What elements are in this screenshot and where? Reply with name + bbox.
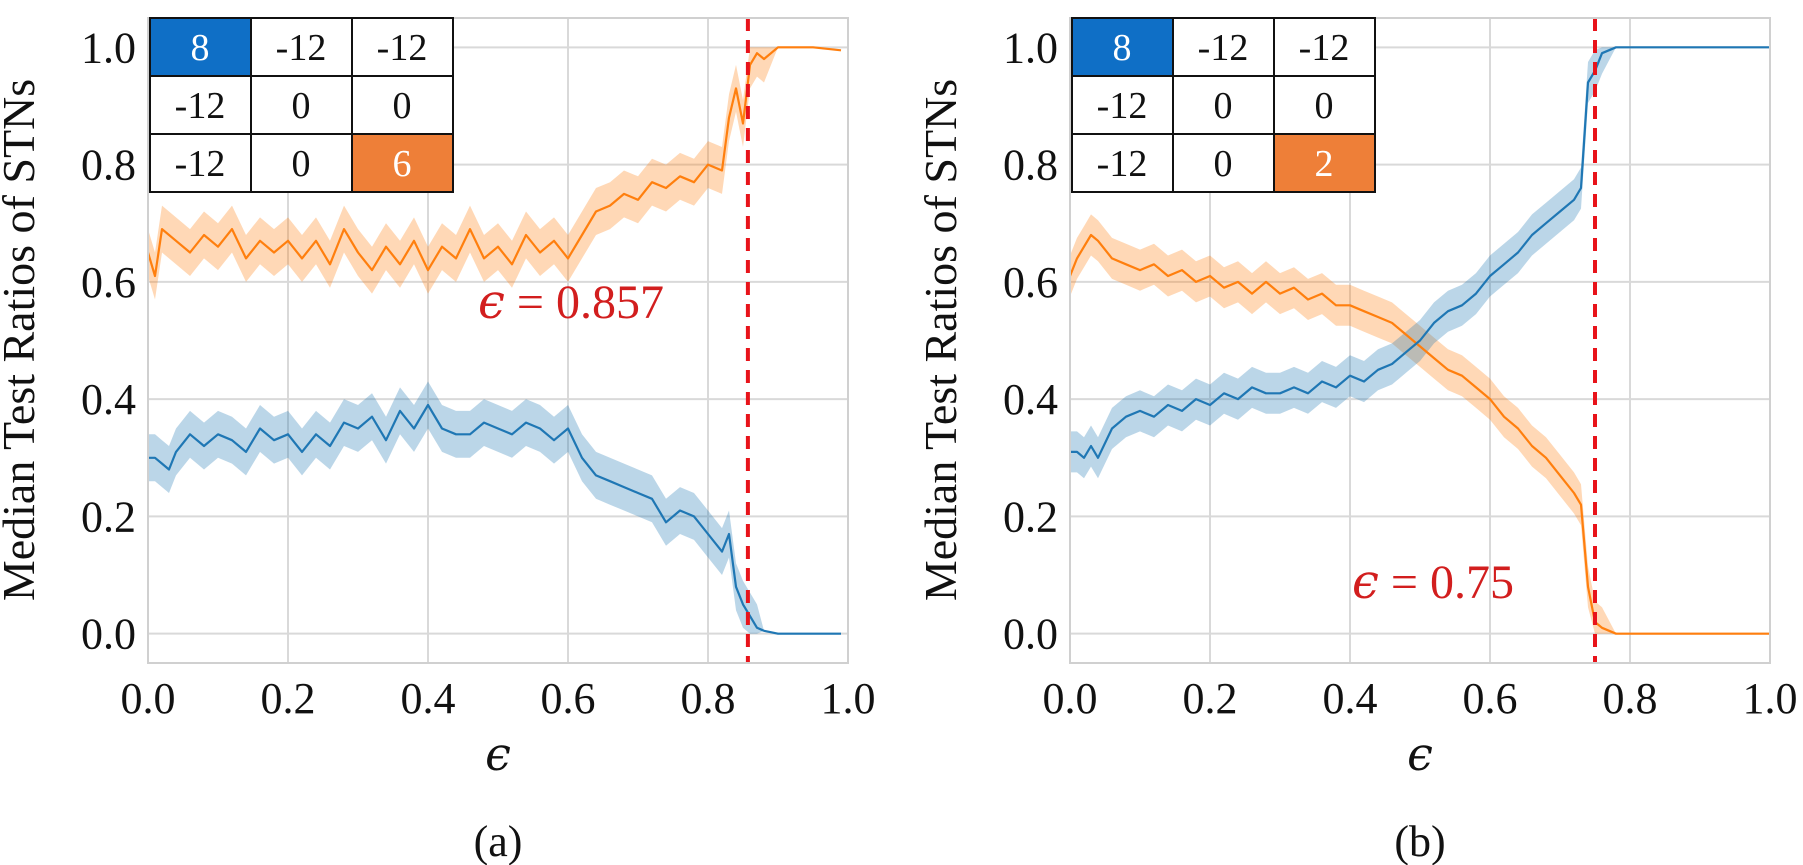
matrix-value-2-1: 0 <box>292 143 311 185</box>
matrix-value-2-0: -12 <box>175 143 226 185</box>
matrix-cell-0-1 <box>250 17 353 77</box>
x-tick-label: 0.0 <box>121 674 176 723</box>
x-tick-label: 0.0 <box>1043 674 1098 723</box>
matrix-value-1-2: 0 <box>1315 85 1334 127</box>
y-tick-label: 0.2 <box>1003 492 1058 541</box>
x-tick-label: 0.8 <box>681 674 736 723</box>
matrix-cell-0-2 <box>1273 17 1376 77</box>
annotation-epsilon: ϵ <box>1352 554 1379 610</box>
matrix-value-1-1: 0 <box>292 85 311 127</box>
line-orange <box>1068 233 1770 635</box>
y-tick-label: 0.0 <box>81 610 136 659</box>
x-tick-label: 0.2 <box>261 674 316 723</box>
x-tick-label: 0.2 <box>1183 674 1238 723</box>
panel-caption: (a) <box>474 817 523 865</box>
y-tick-label: 0.6 <box>1003 258 1058 307</box>
matrix-cell-1-0 <box>1071 75 1174 135</box>
band-orange <box>1070 214 1770 634</box>
matrix-value-2-0: -12 <box>1097 143 1148 185</box>
matrix-value-0-2: -12 <box>1299 27 1350 69</box>
x-axis-title: ϵ <box>1407 727 1433 781</box>
payoff-matrix: 8 -12 -12 -12 0 0 -12 0 6 <box>149 17 454 193</box>
matrix-cell-0-2 <box>351 17 454 77</box>
series-lines <box>146 46 842 635</box>
plot-frame <box>147 17 849 664</box>
matrix-value-0-2: -12 <box>377 27 428 69</box>
band-blue <box>148 381 841 634</box>
y-tick-label: 0.6 <box>81 258 136 307</box>
band-orange <box>148 47 841 300</box>
matrix-value-2-1: 0 <box>1214 143 1233 185</box>
matrix-value-0-0: 8 <box>1113 27 1132 69</box>
confidence-bands <box>1070 47 1770 634</box>
matrix-cell-2-1 <box>250 133 353 193</box>
matrix-cell-2-2 <box>351 133 454 193</box>
threshold-annotation: ϵ = 0.75 <box>1352 554 1514 610</box>
tick-labels: 0.0 0.2 0.4 0.6 0.8 1.0 0.0 0.2 0.4 0.6 0.8 1.0 <box>1003 23 1798 723</box>
matrix-value-1-0: -12 <box>1097 85 1148 127</box>
y-tick-label: 1.0 <box>81 23 136 72</box>
x-tick-label: 1.0 <box>821 674 876 723</box>
matrix-value-0-1: -12 <box>276 27 327 69</box>
threshold-annotation: ϵ = 0.857 <box>478 274 664 330</box>
matrix-cell-2-0 <box>149 133 252 193</box>
matrix-cell-0-0 <box>1071 17 1174 77</box>
panel-a: ϵ = 0.857 8 -12 -12 -12 0 0 -12 0 <box>0 17 876 865</box>
panel-b: ϵ = 0.75 8 -12 -12 -12 0 0 -12 0 2 <box>915 17 1798 865</box>
matrix-cell-0-1 <box>1172 17 1275 77</box>
matrix-cell-1-1 <box>1172 75 1275 135</box>
x-axis-title: ϵ <box>485 727 511 781</box>
series-lines <box>1068 46 1770 635</box>
matrix-value-2-2: 6 <box>393 143 412 185</box>
y-tick-label: 0.2 <box>81 492 136 541</box>
line-orange <box>146 46 842 278</box>
x-tick-label: 0.4 <box>1323 674 1378 723</box>
annotation-epsilon: ϵ <box>478 274 505 330</box>
matrix-cell-2-2 <box>1273 133 1376 193</box>
x-tick-label: 0.8 <box>1603 674 1658 723</box>
matrix-value-1-1: 0 <box>1214 85 1233 127</box>
x-tick-label: 0.6 <box>541 674 596 723</box>
matrix-cell-1-2 <box>1273 75 1376 135</box>
matrix-value-2-2: 2 <box>1315 143 1334 185</box>
line-blue <box>148 403 841 635</box>
annotation-value: = 0.857 <box>505 276 664 329</box>
y-tick-label: 0.4 <box>1003 375 1058 424</box>
y-tick-label: 0.8 <box>1003 141 1058 190</box>
matrix-value-1-0: -12 <box>175 85 226 127</box>
x-tick-label: 0.6 <box>1463 674 1518 723</box>
y-tick-label: 1.0 <box>1003 23 1058 72</box>
matrix-value-0-0: 8 <box>191 27 210 69</box>
y-axis-title: Median Test Ratios of STNs <box>915 79 966 601</box>
payoff-matrix: 8 -12 -12 -12 0 0 -12 0 2 <box>1071 17 1376 193</box>
matrix-value-1-2: 0 <box>393 85 412 127</box>
y-tick-label: 0.8 <box>81 141 136 190</box>
line-blue <box>1070 46 1770 459</box>
x-tick-label: 1.0 <box>1743 674 1798 723</box>
plot-frame <box>1069 17 1771 664</box>
panel-caption: (b) <box>1394 817 1445 865</box>
y-axis-title: Median Test Ratios of STNs <box>0 79 44 601</box>
y-tick-label: 0.0 <box>1003 610 1058 659</box>
matrix-value-0-1: -12 <box>1198 27 1249 69</box>
confidence-bands <box>148 47 841 634</box>
tick-labels: 0.0 0.2 0.4 0.6 0.8 1.0 0.0 0.2 0.4 0.6 0.8 1.0 <box>81 23 876 723</box>
y-tick-label: 0.4 <box>81 375 136 424</box>
annotation-value: = 0.75 <box>1379 556 1514 609</box>
x-tick-label: 0.4 <box>401 674 456 723</box>
matrix-cell-2-0 <box>1071 133 1174 193</box>
